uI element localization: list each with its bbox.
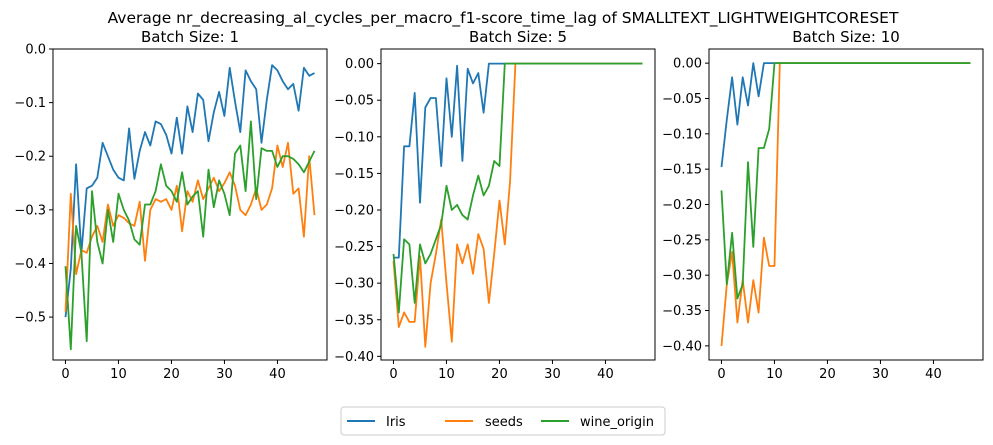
subplot-title: Batch Size: 1 — [141, 28, 239, 46]
y-tick-label: −0.05 — [334, 94, 374, 109]
subplot-title: Batch Size: 10 — [792, 28, 900, 46]
series-line-iris — [393, 62, 643, 259]
legend-label-iris: Iris — [386, 415, 406, 430]
plot-frame — [52, 48, 328, 361]
y-tick-label: −0.05 — [662, 92, 702, 107]
figure-suptitle: Average nr_decreasing_al_cycles_per_macr… — [108, 9, 899, 28]
y-tick-label: −0.10 — [334, 130, 374, 145]
y-tick-label: −0.35 — [662, 304, 702, 319]
subplot-batch-1: Batch Size: 1 0 10 20 30 40 0.0 −0.1 −0.2 −0.3 −0.… — [14, 28, 328, 382]
subplot-title: Batch Size: 5 — [469, 28, 567, 46]
legend-label-wine-origin: wine_origin — [580, 415, 654, 430]
series-line-seeds — [392, 62, 643, 348]
y-tick-label: −0.40 — [662, 339, 702, 354]
series-line-wine-origin — [720, 62, 971, 300]
subplot-batch-10: Batch Size: 10 0 10 20 30 40 0.00 −0.05 −0.10 −0.… — [662, 28, 984, 382]
y-tick-label: −0.1 — [14, 96, 46, 111]
y-tick-label: −0.3 — [14, 203, 46, 218]
y-tick-label: −0.15 — [662, 163, 702, 178]
x-tick-label: 20 — [491, 367, 508, 382]
y-tick-label: −0.35 — [334, 313, 374, 328]
y-tick-label: 0.0 — [25, 43, 46, 58]
y-tick-label: −0.2 — [14, 150, 46, 165]
y-tick-label: 0.00 — [673, 57, 702, 72]
y-tick-label: −0.25 — [334, 240, 374, 255]
series-line-seeds — [720, 62, 971, 346]
legend-frame — [340, 406, 666, 436]
series-line-iris — [64, 64, 315, 318]
y-tick-label: −0.10 — [662, 127, 702, 142]
x-tick-label: 10 — [110, 367, 127, 382]
x-tick-label: 10 — [438, 367, 455, 382]
x-tick-label: 10 — [766, 367, 783, 382]
y-tick-label: −0.15 — [334, 167, 374, 182]
x-tick-label: 20 — [163, 367, 180, 382]
x-tick-label: 40 — [269, 367, 286, 382]
y-tick-label: −0.5 — [14, 311, 46, 326]
y-tick-label: −0.25 — [662, 233, 702, 248]
legend-label-seeds: seeds — [485, 415, 523, 430]
series-line-seeds — [64, 141, 316, 312]
subplot-batch-5: Batch Size: 5 0 10 20 30 40 0.00 −0.05 −0.10 −0.1… — [334, 28, 656, 382]
y-tick-label: −0.20 — [334, 203, 374, 218]
x-tick-label: 0 — [717, 367, 725, 382]
x-tick-label: 40 — [597, 367, 614, 382]
x-tick-label: 0 — [389, 367, 397, 382]
x-tick-label: 30 — [872, 367, 889, 382]
x-tick-label: 30 — [544, 367, 561, 382]
y-tick-label: −0.40 — [334, 350, 374, 365]
x-tick-label: 40 — [925, 367, 942, 382]
series-line-wine-origin — [64, 120, 316, 351]
legend: Iris seeds wine_origin — [340, 406, 666, 436]
y-tick-label: 0.00 — [345, 57, 374, 72]
x-tick-label: 30 — [216, 367, 233, 382]
plot-frame — [380, 48, 656, 361]
series-line-wine-origin — [392, 62, 643, 314]
y-tick-label: −0.30 — [334, 277, 374, 292]
x-tick-label: 0 — [61, 367, 69, 382]
y-tick-label: −0.20 — [662, 198, 702, 213]
y-tick-label: −0.4 — [14, 257, 46, 272]
y-tick-label: −0.30 — [662, 269, 702, 284]
x-tick-label: 20 — [819, 367, 836, 382]
